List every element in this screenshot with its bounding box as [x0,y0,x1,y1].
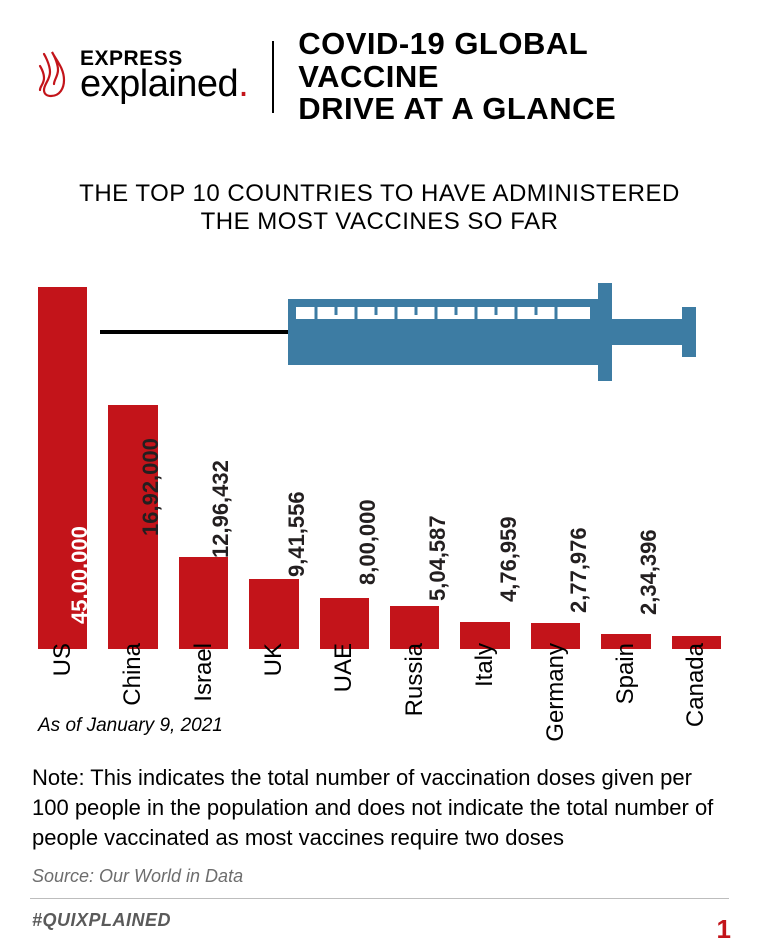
bar-label: UAE [330,643,358,692]
bar: 2,34,396Canada [672,636,721,649]
source-text: Source: Our World in Data [32,866,727,887]
bar: 12,96,432UK [249,579,298,649]
bar-col: 16,92,000Israel [179,557,228,649]
bar-value: 8,00,000 [355,500,381,594]
bar-label: Italy [471,643,499,687]
bar-col: 9,41,556UAE [320,598,369,649]
flame-icon [30,50,72,103]
asof-text: As of January 9, 2021 [38,715,223,737]
bar: 2,77,976Spain [601,634,650,649]
bar: 4,76,959Germany [531,623,580,649]
headline-l2: DRIVE AT A GLANCE [298,93,729,126]
bar: 8,00,000Russia [390,606,439,649]
bar-label: UK [260,643,288,676]
bar-value: 66,88,231 [0,526,23,632]
bar-label: Germany [542,643,570,742]
bar-value: 2,34,396 [637,530,663,624]
bar-label: Israel [190,643,218,702]
logo-line2: explained. [80,67,248,101]
bar-label: Russia [401,643,429,716]
note-text: Note: This indicates the total number of… [32,763,727,852]
headline: COVID-19 GLOBAL VACCINE DRIVE AT A GLANC… [298,28,729,126]
bar-label: China [119,643,147,706]
subtitle-l1: THE TOP 10 COUNTRIES TO HAVE ADMINISTERE… [40,180,719,209]
bar: 9,41,556UAE [320,598,369,649]
chart-area: 66,88,231US45,00,000China16,92,000Israel… [30,247,729,707]
bar: 5,04,587Italy [460,622,509,649]
bar-col: 4,76,959Germany [531,623,580,649]
bar-col: 12,96,432UK [249,579,298,649]
bar-value: 2,77,976 [566,528,592,622]
subtitle: THE TOP 10 COUNTRIES TO HAVE ADMINISTERE… [40,180,719,238]
logo-text: EXPRESS explained. [80,50,248,103]
hashtag: #QUIXPLAINED [32,910,171,931]
bar-value: 45,00,000 [67,526,93,632]
bar-value: 16,92,000 [138,438,164,544]
bar: 16,92,000Israel [179,557,228,649]
bars: 66,88,231US45,00,000China16,92,000Israel… [38,279,721,649]
bar-label: US [49,643,77,676]
bar-col: 5,04,587Italy [460,622,509,649]
bar-value: 9,41,556 [285,492,311,586]
bar-value: 4,76,959 [496,517,522,611]
page-number: 1 [717,914,731,945]
logo-block: EXPRESS explained. [30,50,248,103]
bar-col: 8,00,000Russia [390,606,439,649]
bar-label: Spain [612,643,640,704]
bar-col: 2,77,976Spain [601,634,650,649]
bar-col: 2,34,396Canada [672,636,721,649]
bar-label: Canada [682,643,710,727]
bar-value: 5,04,587 [425,516,451,610]
headline-l1: COVID-19 GLOBAL VACCINE [298,28,729,93]
header-divider [272,41,274,113]
subtitle-l2: THE MOST VACCINES SO FAR [40,208,719,237]
bottom-rule [30,898,729,899]
header: EXPRESS explained. COVID-19 GLOBAL VACCI… [0,0,759,144]
bar-value: 12,96,432 [208,460,234,566]
